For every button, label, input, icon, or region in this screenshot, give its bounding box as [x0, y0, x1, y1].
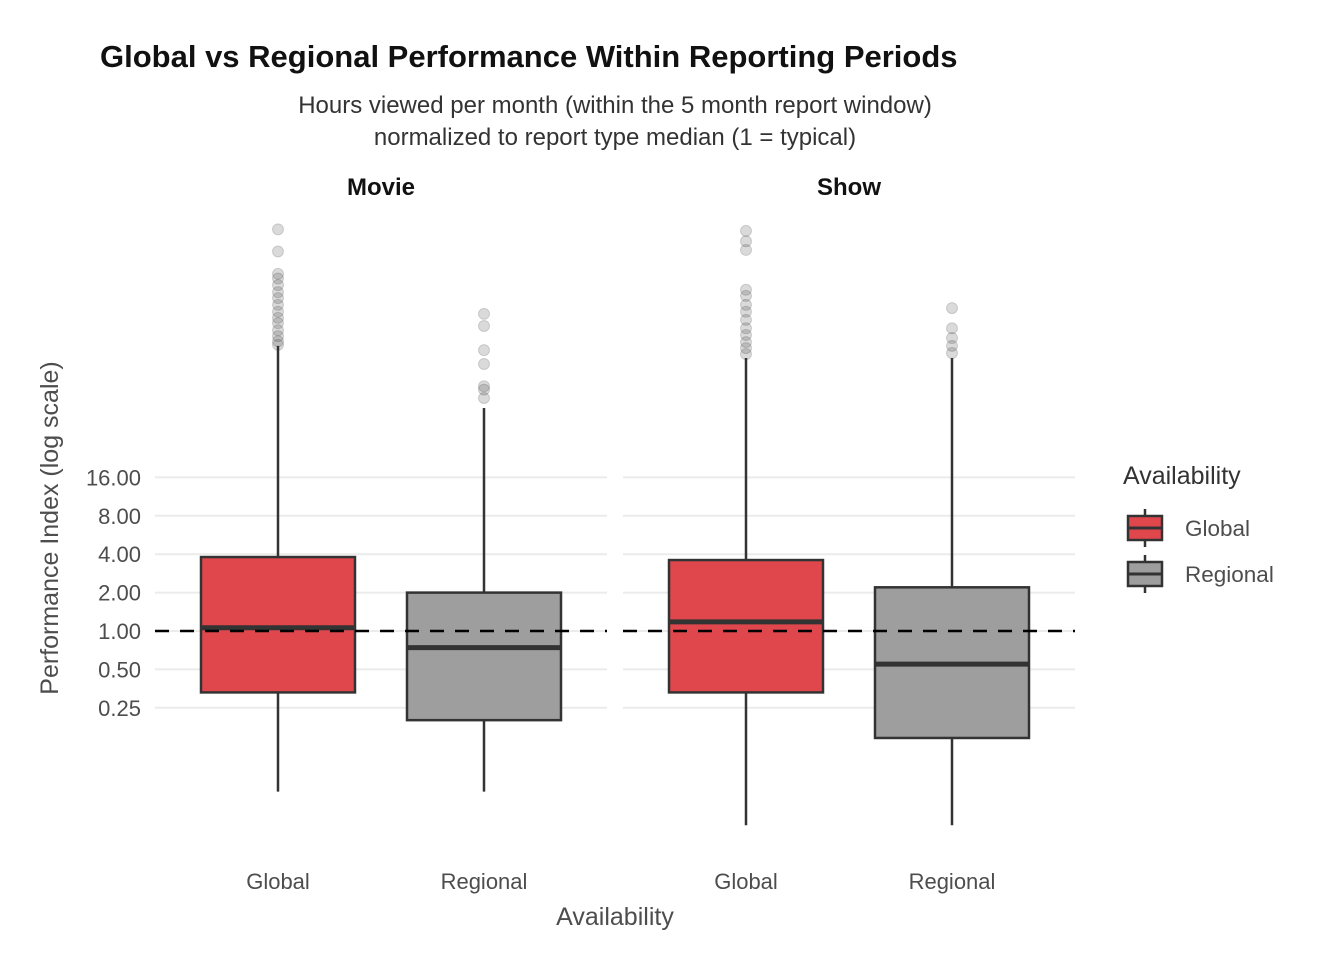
y-tick-label: 8.00 — [98, 504, 141, 529]
x-tick-show-regional: Regional — [909, 869, 996, 894]
outlier-point — [272, 330, 284, 343]
outlier-point — [272, 292, 284, 305]
outlier-point — [740, 329, 752, 342]
outlier-point — [740, 235, 752, 248]
y-tick-label: 0.25 — [98, 696, 141, 721]
boxes — [199, 223, 1031, 826]
outlier-point — [272, 272, 284, 285]
outlier-point — [272, 317, 284, 330]
chart-subtitle-line-1: Hours viewed per month (within the 5 mon… — [298, 92, 932, 119]
outlier-point — [740, 283, 752, 296]
x-axis-title: Availability — [556, 903, 674, 931]
legend-item-regional: Regional — [1126, 555, 1274, 593]
outlier-point — [272, 267, 284, 280]
box-show-global — [667, 224, 825, 826]
outlier-point — [478, 383, 490, 396]
y-axis-ticks: 0.25 0.50 1.00 2.00 4.00 8.00 16.00 — [86, 465, 141, 720]
chart-title: Global vs Regional Performance Within Re… — [100, 39, 958, 74]
outlier-point — [946, 347, 958, 360]
outlier-point — [740, 289, 752, 302]
outlier-point — [740, 336, 752, 349]
legend: Global Regional — [1126, 509, 1274, 593]
legend-title: Availability — [1123, 462, 1241, 490]
outlier-point — [946, 302, 958, 315]
box-movie-global — [199, 223, 357, 792]
box-movie-regional — [405, 307, 563, 792]
legend-item-global: Global — [1126, 509, 1250, 547]
x-tick-movie-regional: Regional — [441, 869, 528, 894]
outlier-point — [478, 392, 490, 405]
y-tick-label: 1.00 — [98, 619, 141, 644]
outlier-point — [478, 357, 490, 370]
outlier-point — [272, 305, 284, 318]
y-tick-label: 2.00 — [98, 581, 141, 606]
chart-subtitle-line-2: normalized to report type median (1 = ty… — [374, 124, 856, 151]
iqr-box — [199, 555, 357, 694]
facet-label-show: Show — [817, 174, 881, 201]
outlier-point — [478, 320, 490, 333]
y-tick-label: 16.00 — [86, 465, 141, 490]
outlier-point — [946, 332, 958, 345]
facet-label-movie: Movie — [347, 174, 415, 201]
outlier-point — [272, 286, 284, 299]
outlier-point — [478, 380, 490, 393]
outlier-point — [272, 338, 284, 351]
x-tick-show-global: Global — [714, 869, 778, 894]
y-tick-label: 4.00 — [98, 542, 141, 567]
outlier-point — [740, 313, 752, 326]
outlier-point — [946, 322, 958, 335]
iqr-box — [405, 591, 563, 722]
outlier-point — [740, 243, 752, 256]
outlier-point — [478, 307, 490, 320]
y-axis-title: Performance Index (log scale) — [36, 361, 64, 694]
outlier-point — [740, 224, 752, 237]
outlier-point — [478, 344, 490, 357]
x-tick-movie-global: Global — [246, 869, 310, 894]
outlier-point — [272, 298, 284, 311]
outlier-point — [272, 311, 284, 324]
outlier-point — [272, 223, 284, 236]
outlier-point — [272, 335, 284, 348]
y-tick-label: 0.50 — [98, 657, 141, 682]
legend-label: Regional — [1185, 562, 1274, 587]
outlier-point — [740, 348, 752, 361]
box-show-regional — [873, 302, 1031, 826]
legend-label: Global — [1185, 516, 1250, 541]
outlier-point — [272, 279, 284, 292]
outlier-point — [272, 245, 284, 258]
outlier-point — [740, 342, 752, 355]
outlier-point — [946, 339, 958, 352]
outlier-point — [272, 324, 284, 337]
iqr-box — [667, 558, 825, 694]
outlier-point — [740, 322, 752, 335]
outlier-point — [740, 305, 752, 318]
outlier-point — [740, 298, 752, 311]
